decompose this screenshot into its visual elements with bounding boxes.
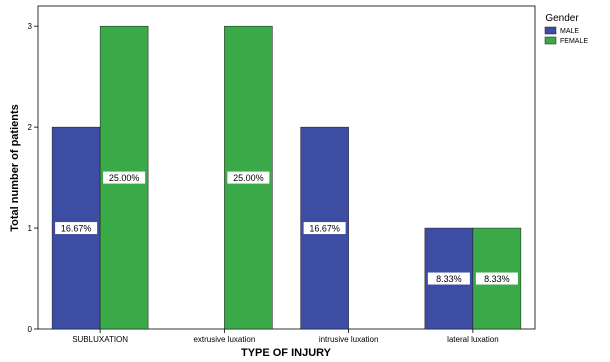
legend: Gender MALE FEMALE xyxy=(544,13,588,45)
legend-swatch-male xyxy=(544,26,557,35)
x-category-label: intrusive luxation xyxy=(319,335,379,344)
x-category-label: lateral luxation xyxy=(447,335,499,344)
legend-swatch-female xyxy=(544,36,557,45)
x-categories-group: SUBLUXATION extrusive luxation intrusive l… xyxy=(72,329,499,344)
x-category-label: SUBLUXATION xyxy=(72,335,128,344)
legend-title: Gender xyxy=(545,13,579,24)
data-label: 16.67% xyxy=(61,224,92,234)
y-ticks-group: 0 1 2 3 xyxy=(28,22,38,334)
data-label-box xyxy=(303,222,346,235)
bars-group: 16.67% 25.00% 25.00% 16.67% 8.33% 8.33% xyxy=(51,25,522,330)
data-label-box xyxy=(475,272,518,285)
x-category-label: extrusive luxation xyxy=(193,335,255,344)
data-label-box xyxy=(227,171,270,184)
x-axis-title: TYPE OF INJURY xyxy=(241,347,332,359)
data-label-box xyxy=(55,222,98,235)
legend-label-female: FEMALE xyxy=(560,38,588,45)
data-label: 16.67% xyxy=(309,224,340,234)
y-tick-label: 3 xyxy=(28,22,33,31)
y-tick-label: 1 xyxy=(28,224,33,233)
y-axis-title: Total number of patients xyxy=(9,104,21,232)
legend-label-male: MALE xyxy=(560,28,579,35)
y-tick-label: 0 xyxy=(28,325,33,334)
data-label-box xyxy=(103,171,146,184)
legend-items: MALE FEMALE xyxy=(544,26,588,45)
data-label: 8.33% xyxy=(436,274,462,284)
y-tick-label: 2 xyxy=(28,123,33,132)
data-label: 25.00% xyxy=(109,173,140,183)
data-label: 8.33% xyxy=(484,274,510,284)
data-label: 25.00% xyxy=(233,173,264,183)
data-label-box xyxy=(427,272,470,285)
